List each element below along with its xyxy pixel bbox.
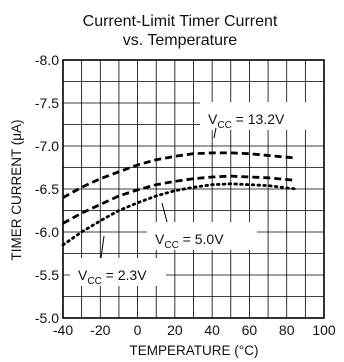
series-line-2 [62, 174, 297, 225]
y-tick-label: -8.0 [35, 52, 59, 68]
x-tick-label: -40 [53, 322, 73, 338]
x-tick-label: -20 [90, 322, 110, 338]
x-tick-label: 100 [312, 322, 336, 338]
annotation-leader [100, 235, 105, 259]
y-tick-label: -7.5 [35, 95, 59, 111]
annotation-leader [213, 127, 217, 139]
annotation-box [200, 102, 323, 130]
plot-frame [62, 59, 325, 319]
x-tick-label: 60 [242, 322, 258, 338]
series-label: VCC = 13.2V [208, 111, 285, 131]
x-tick-label: 0 [134, 322, 142, 338]
y-tick-label: -6.0 [35, 224, 59, 240]
chart-title: Current-Limit Timer Current [83, 13, 278, 30]
y-tick-label: -5.5 [35, 267, 59, 283]
series-label: VCC = 2.3V [78, 267, 147, 287]
x-tick-label: 80 [279, 322, 295, 338]
y-tick-label: -6.5 [35, 181, 59, 197]
annotation-box [147, 222, 257, 250]
x-tick-label: 40 [204, 322, 220, 338]
series-annotations: VCC = 13.2V VCC = 5.0V VCC = 2.3V [70, 102, 323, 287]
y-axis-label: TIMER CURRENT (μA) [9, 119, 24, 260]
tick-labels: -40 -20 0 20 40 60 80 100 -8.0 -7.5 -7.0 -6.5 -6.0 -5… [35, 52, 336, 338]
chart-subtitle: vs. Temperature [123, 32, 238, 49]
series-label: VCC = 5.0V [155, 231, 224, 251]
y-tick-label: -7.0 [35, 138, 59, 154]
y-tick-label: -5.0 [35, 310, 59, 326]
x-tick-label: 20 [167, 322, 183, 338]
x-axis-label: TEMPERATURE (°C) [130, 343, 259, 358]
annotation-leader [161, 202, 168, 223]
series-line-3 [61, 182, 298, 247]
annotation-box [70, 258, 166, 286]
series-lines [61, 151, 298, 247]
